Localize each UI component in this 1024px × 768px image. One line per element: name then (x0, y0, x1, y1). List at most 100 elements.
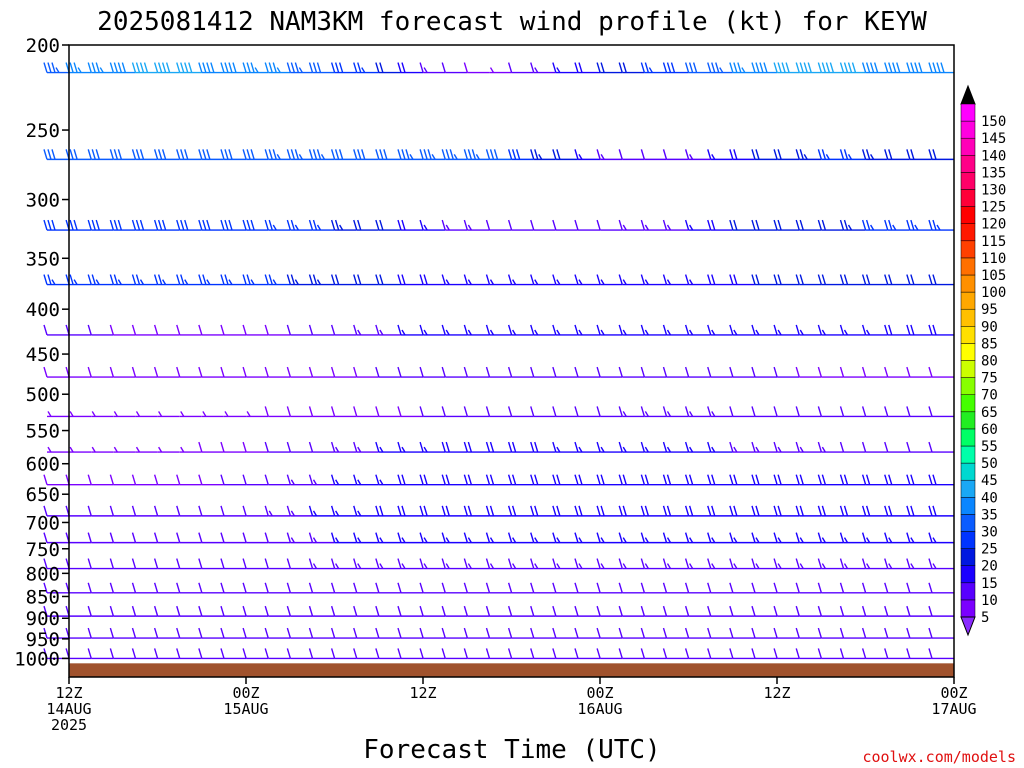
wind-barb (397, 627, 423, 639)
barb-full-feather (688, 505, 694, 517)
wind-barb (353, 219, 379, 231)
barb-full-feather (157, 149, 163, 160)
barb-full-feather (43, 324, 48, 336)
wind-barb (220, 505, 246, 517)
wind-barb (463, 582, 490, 594)
barb-full-feather (180, 149, 185, 160)
barb-half-feather (648, 67, 653, 73)
wind-barb (839, 532, 866, 544)
barb-full-feather (600, 505, 605, 517)
barb-full-feather (220, 474, 225, 485)
wind-barb (375, 149, 401, 161)
barb-half-feather (113, 411, 118, 417)
terrain-band (69, 663, 954, 677)
wind-barb (552, 558, 578, 570)
wind-barb (353, 441, 379, 453)
barb-full-feather (640, 558, 646, 569)
barb-half-feather (445, 563, 450, 569)
barb-full-feather (109, 558, 115, 569)
barb-full-feather (286, 532, 292, 543)
barb-full-feather (552, 558, 557, 569)
barb-half-feather (847, 224, 853, 231)
wind-barb (131, 627, 158, 639)
barb-full-feather (552, 219, 557, 231)
barb-full-feather (707, 324, 712, 336)
wind-barb (353, 605, 379, 617)
wind-barb (264, 62, 291, 74)
barb-half-feather (489, 537, 495, 543)
barb-full-feather (250, 62, 255, 73)
wind-barb (928, 441, 954, 453)
wind-barb (286, 406, 313, 418)
barb-full-feather (507, 62, 513, 73)
barb-half-feather (445, 537, 450, 543)
barb-full-feather (662, 274, 668, 285)
barb-full-feather (918, 62, 923, 73)
barb-full-feather (884, 627, 889, 639)
barb-half-feather (600, 537, 605, 543)
wind-barb (109, 219, 136, 231)
barb-full-feather (574, 441, 579, 453)
barb-full-feather (441, 648, 446, 659)
wind-barb (596, 648, 623, 660)
barb-full-feather (729, 558, 734, 569)
wind-barb (264, 532, 291, 544)
barb-full-feather (338, 62, 344, 73)
wind-barb (157, 446, 180, 453)
wind-barb (817, 532, 844, 544)
colorbar-label: 35 (981, 507, 998, 523)
wind-barb (707, 648, 733, 660)
barb-half-feather (453, 154, 458, 160)
barb-half-feather (139, 279, 145, 285)
barb-full-feather (375, 324, 380, 336)
barb-full-feather (401, 474, 406, 485)
barb-full-feather (707, 605, 712, 617)
wind-barb (242, 627, 269, 639)
barb-full-feather (795, 441, 800, 453)
barb-full-feather (47, 219, 52, 231)
barb-full-feather (131, 62, 137, 73)
barb-full-feather (131, 505, 137, 517)
barb-full-feather (751, 582, 756, 594)
wind-barb (795, 324, 822, 336)
barb-full-feather (330, 324, 336, 336)
barb-full-feather (596, 648, 601, 659)
wind-barb (507, 558, 534, 570)
barb-half-feather (578, 537, 583, 543)
wind-barb (485, 505, 512, 517)
barb-half-feather (135, 411, 141, 417)
barb-full-feather (552, 149, 557, 160)
barb-half-feather (423, 67, 428, 73)
barb-half-feather (467, 224, 472, 231)
barb-full-feather (198, 627, 203, 639)
barb-half-feather (803, 154, 808, 160)
barb-half-feather (578, 154, 583, 160)
colorbar-segment (960, 155, 976, 173)
wind-barb (109, 274, 136, 286)
wind-barb (707, 605, 733, 617)
barb-full-feather (198, 324, 203, 336)
barb-full-feather (69, 274, 74, 285)
wind-barb (463, 274, 490, 286)
barb-full-feather (530, 505, 535, 517)
barb-full-feather (684, 605, 690, 617)
wind-barb (684, 441, 711, 453)
y-axis: 2002503003504004505005506006507007508008… (14, 35, 69, 670)
terrain-fill (69, 663, 954, 677)
barb-full-feather (821, 474, 827, 485)
barb-full-feather (419, 648, 424, 659)
barb-full-feather (530, 274, 535, 285)
wind-barb (552, 627, 578, 639)
barb-full-feather (618, 605, 623, 617)
barb-full-feather (552, 648, 557, 659)
barb-full-feather (507, 648, 513, 659)
wind-barb (884, 474, 910, 486)
barb-full-feather (884, 505, 889, 517)
barb-full-feather (131, 219, 137, 231)
barb-full-feather (153, 366, 159, 378)
barb-full-feather (552, 474, 557, 485)
barb-full-feather (843, 474, 849, 485)
wind-barb (201, 411, 224, 418)
barb-full-feather (574, 627, 579, 639)
